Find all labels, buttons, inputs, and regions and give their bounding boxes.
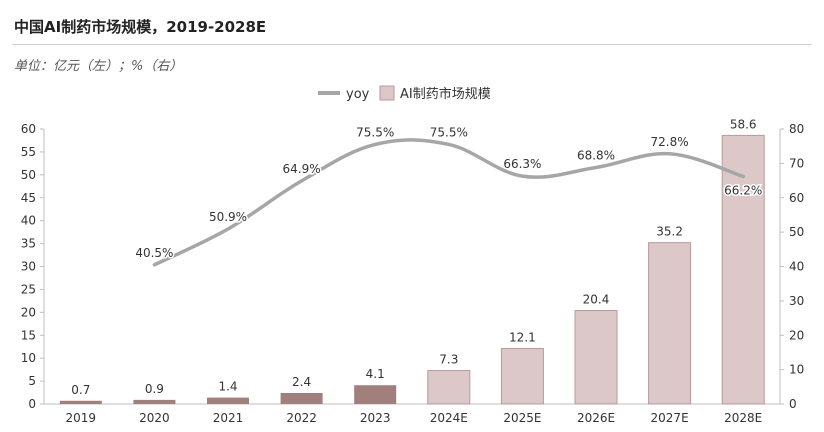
bar-value-label: 58.6 bbox=[730, 117, 757, 131]
bar-value-label: 12.1 bbox=[509, 331, 536, 345]
left-tick-label: 30 bbox=[21, 260, 36, 274]
left-tick-label: 5 bbox=[28, 374, 36, 388]
bar[interactable] bbox=[500, 348, 544, 405]
legend-bar-swatch bbox=[379, 85, 395, 101]
left-tick-label: 40 bbox=[21, 214, 36, 228]
right-tick-label: 20 bbox=[789, 328, 804, 342]
left-tick-label: 10 bbox=[21, 351, 36, 365]
left-tick-label: 0 bbox=[28, 397, 36, 411]
x-tick-label: 2024E bbox=[430, 411, 468, 425]
left-tick-label: 50 bbox=[21, 168, 36, 182]
yoy-line[interactable] bbox=[152, 138, 745, 267]
yoy-value-label: 40.5% bbox=[135, 246, 173, 260]
bar[interactable] bbox=[59, 400, 102, 404]
legend-bar-label: AI制药市场规模 bbox=[400, 86, 491, 102]
bar-value-label: 2.4 bbox=[292, 375, 311, 389]
yoy-value-label: 50.9% bbox=[209, 210, 247, 224]
left-tick-label: 45 bbox=[21, 191, 36, 205]
left-tick-label: 20 bbox=[21, 305, 36, 319]
x-tick-label: 2021 bbox=[213, 411, 244, 425]
x-tick-label: 2027E bbox=[651, 411, 689, 425]
bar[interactable] bbox=[427, 370, 471, 405]
right-tick-label: 50 bbox=[789, 225, 804, 239]
bar-value-label: 0.7 bbox=[71, 383, 90, 397]
chart-title: 中国AI制药市场规模，2019-2028E bbox=[14, 18, 267, 36]
left-tick-label: 35 bbox=[21, 237, 36, 251]
bar[interactable] bbox=[354, 385, 397, 404]
bar-value-label: 7.3 bbox=[439, 353, 458, 367]
right-tick-label: 30 bbox=[789, 294, 804, 308]
yoy-value-label: 64.9% bbox=[283, 162, 321, 176]
yoy-value-label: 68.8% bbox=[577, 149, 615, 163]
x-tick-label: 2022 bbox=[286, 411, 317, 425]
bar-value-label: 20.4 bbox=[583, 293, 610, 307]
yoy-value-label: 66.2% bbox=[724, 183, 762, 197]
x-tick-label: 2020 bbox=[139, 411, 170, 425]
bar[interactable] bbox=[721, 134, 765, 405]
left-tick-label: 15 bbox=[21, 328, 36, 342]
bar[interactable] bbox=[574, 310, 618, 405]
bar-value-label: 0.9 bbox=[145, 382, 164, 396]
title-divider bbox=[12, 44, 812, 45]
right-tick-label: 10 bbox=[789, 363, 804, 377]
bar-value-label: 1.4 bbox=[218, 380, 237, 394]
x-tick-label: 2026E bbox=[577, 411, 615, 425]
bar[interactable] bbox=[648, 242, 692, 405]
yoy-value-label: 75.5% bbox=[430, 125, 468, 139]
yoy-value-label: 66.3% bbox=[503, 157, 541, 171]
bar[interactable] bbox=[207, 397, 249, 404]
legend-yoy-label: yoy bbox=[346, 87, 370, 102]
bar-value-label: 4.1 bbox=[366, 367, 385, 381]
left-tick-label: 25 bbox=[21, 282, 36, 296]
left-tick-label: 60 bbox=[21, 122, 36, 136]
bar[interactable] bbox=[133, 399, 176, 404]
left-tick-label: 55 bbox=[21, 145, 36, 159]
right-tick-label: 70 bbox=[789, 156, 804, 170]
right-tick-label: 0 bbox=[789, 397, 797, 411]
units-note: 单位：亿元（左）；%（右） bbox=[14, 59, 183, 74]
x-tick-label: 2028E bbox=[724, 411, 762, 425]
right-tick-label: 60 bbox=[789, 191, 804, 205]
yoy-value-label: 72.8% bbox=[651, 135, 689, 149]
x-tick-label: 2025E bbox=[503, 411, 541, 425]
right-tick-label: 40 bbox=[789, 260, 804, 274]
yoy-value-label: 75.5% bbox=[356, 125, 394, 139]
right-tick-label: 80 bbox=[789, 122, 804, 136]
x-tick-label: 2023 bbox=[360, 411, 391, 425]
x-tick-label: 2019 bbox=[66, 411, 97, 425]
bar[interactable] bbox=[280, 393, 323, 404]
bar-value-label: 35.2 bbox=[656, 225, 683, 239]
